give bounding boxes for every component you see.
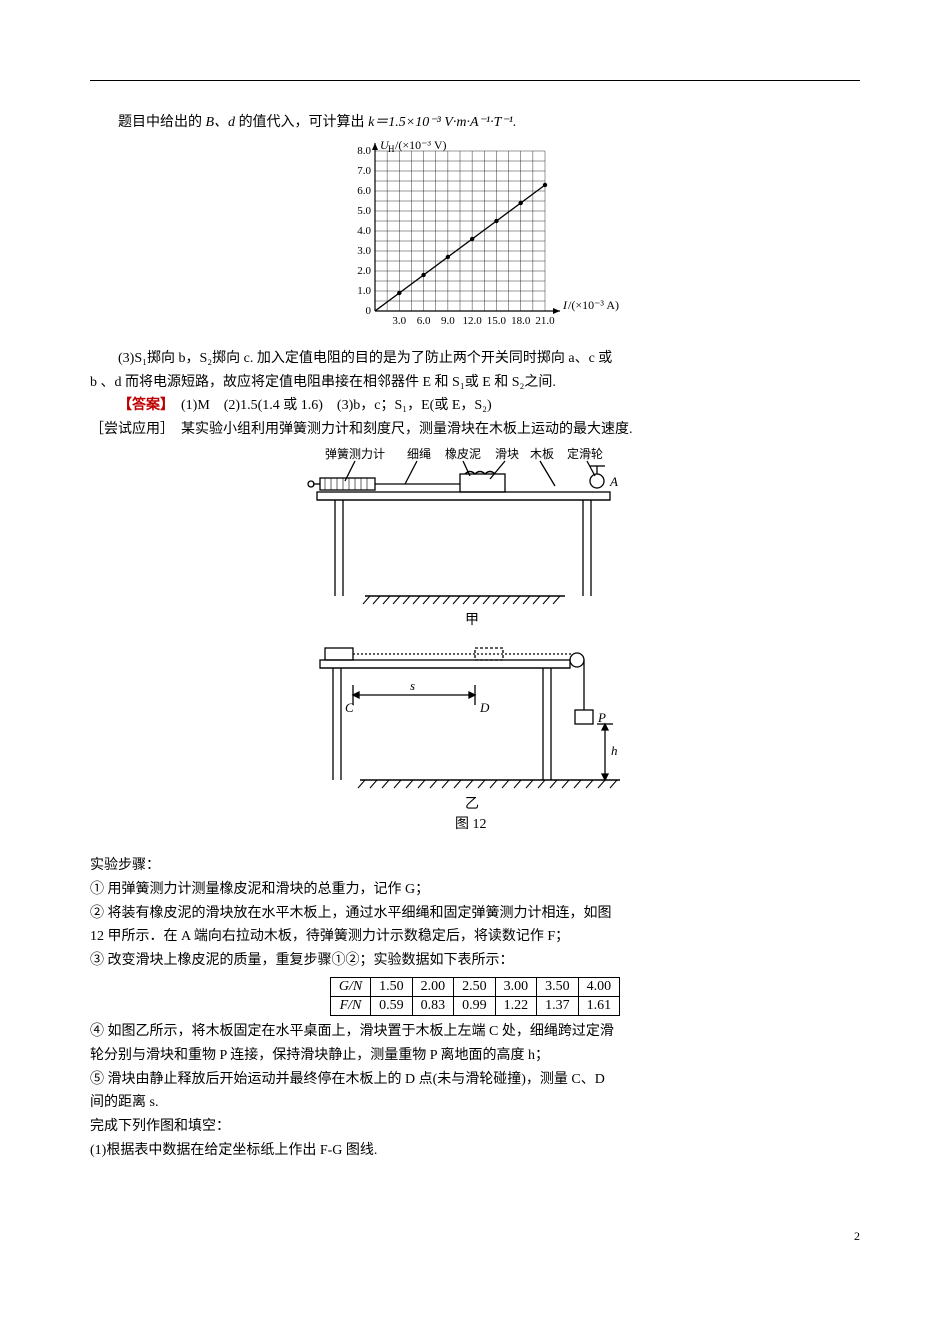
svg-text:细绳: 细绳 <box>407 447 431 461</box>
step2a: ② 将装有橡皮泥的滑块放在水平木板上，通过水平细绳和固定弹簧测力计相连，如图 <box>90 902 860 926</box>
p3l2: b 、d 而将电源短路，故应将定值电阻串接在相邻器件 E 和 S₁或 E 和 S… <box>90 371 860 395</box>
answer-body: (1)M (2)1.5(1.4 或 1.6) (3)b，c；S₁，E(或 E，S… <box>167 398 492 413</box>
svg-text:21.0: 21.0 <box>535 315 555 327</box>
svg-text:7.0: 7.0 <box>357 165 371 177</box>
svg-text:甲: 甲 <box>465 613 479 628</box>
cell: 4.00 <box>578 977 620 996</box>
cell: 3.00 <box>495 977 537 996</box>
step1: ① 用弹簧测力计测量橡皮泥和滑块的总重力，记作 G； <box>90 878 860 902</box>
svg-text:橡皮泥: 橡皮泥 <box>445 447 481 461</box>
q1: (1)根据表中数据在给定坐标纸上作出 F-G 图线. <box>90 1139 860 1163</box>
svg-text:H: H <box>388 144 395 154</box>
complete: 完成下列作图和填空： <box>90 1115 860 1139</box>
cell: 1.37 <box>537 996 579 1015</box>
svg-text:乙: 乙 <box>465 796 479 812</box>
answer: 【答案】 (1)M (2)1.5(1.4 或 1.6) (3)b，c；S₁，E(… <box>90 394 860 418</box>
answer-label: 【答案】 <box>118 398 167 413</box>
step3: ③ 改变滑块上橡皮泥的质量，重复步骤①②；实验数据如下表所示： <box>90 949 860 973</box>
svg-text:弹簧测力计: 弹簧测力计 <box>325 446 385 461</box>
svg-text:6.0: 6.0 <box>357 185 371 197</box>
svg-text:A: A <box>609 474 618 489</box>
svg-text:15.0: 15.0 <box>487 315 507 327</box>
try-line: ［尝试应用］ 某实验小组利用弹簧测力计和刻度尺，测量滑块在木板上运动的最大速度. <box>90 418 860 442</box>
step4b: 轮分别与滑块和重物 P 连接，保持滑块静止，测量重物 P 离地面的高度 h； <box>90 1044 860 1068</box>
svg-text:6.0: 6.0 <box>417 315 431 327</box>
data-table: G/N 1.50 2.00 2.50 3.00 3.50 4.00 F/N 0.… <box>330 977 620 1016</box>
page: 题目中给出的 B、d 的值代入，可计算出 k＝1.5×10⁻³ V·m·A⁻¹·… <box>0 0 950 1264</box>
svg-text:图 12: 图 12 <box>455 817 487 832</box>
top-rule <box>90 80 860 81</box>
svg-text:4.0: 4.0 <box>357 225 371 237</box>
vars: B、d <box>206 115 236 130</box>
svg-text:0: 0 <box>366 305 372 317</box>
t: 题目中给出的 <box>118 115 206 130</box>
svg-text:木板: 木板 <box>530 447 554 461</box>
table-row: F/N 0.59 0.83 0.99 1.22 1.37 1.61 <box>330 996 619 1015</box>
svg-text:8.0: 8.0 <box>357 145 371 157</box>
cell: 2.00 <box>412 977 454 996</box>
svg-text:3.0: 3.0 <box>357 245 371 257</box>
diagram-a: 弹簧测力计 细绳 橡皮泥 滑块 木板 定滑轮 <box>305 446 645 636</box>
cell: 1.50 <box>371 977 413 996</box>
intro-line: 题目中给出的 B、d 的值代入，可计算出 k＝1.5×10⁻³ V·m·A⁻¹·… <box>90 111 860 135</box>
step4a: ④ 如图乙所示，将木板固定在水平桌面上，滑块置于木板上左端 C 处，细绳跨过定滑 <box>90 1020 860 1044</box>
svg-text:9.0: 9.0 <box>441 315 455 327</box>
svg-text:/(×10⁻³ V): /(×10⁻³ V) <box>395 141 446 152</box>
svg-text:5.0: 5.0 <box>357 205 371 217</box>
svg-text:D: D <box>479 700 490 715</box>
try-body: 某实验小组利用弹簧测力计和刻度尺，测量滑块在木板上运动的最大速度. <box>167 422 633 437</box>
try-label: ［尝试应用］ <box>90 422 167 437</box>
p3l1: (3)S₁掷向 b，S₂掷向 c. 加入定值电阻的目的是为了防止两个开关同时掷向… <box>90 347 860 371</box>
k: k＝1.5×10⁻³ V·m·A⁻¹·T⁻¹. <box>368 115 516 130</box>
uh-i-chart: 0 1.0 2.0 3.0 4.0 5.0 6.0 7.0 8.0 3.0 6.… <box>325 141 625 341</box>
svg-text:2.0: 2.0 <box>357 265 371 277</box>
diagram-b: P s C D h <box>305 640 645 850</box>
cell: 1.61 <box>578 996 620 1015</box>
cell: 0.99 <box>454 996 496 1015</box>
cell: 3.50 <box>537 977 579 996</box>
cell: 0.83 <box>412 996 454 1015</box>
cell: 0.59 <box>371 996 413 1015</box>
step5b: 间的距离 s. <box>90 1091 860 1115</box>
cell: G/N <box>330 977 370 996</box>
svg-text:滑块: 滑块 <box>495 447 519 461</box>
t2: 的值代入，可计算出 <box>235 115 368 130</box>
step5a: ⑤ 滑块由静止释放后开始运动并最终停在木板上的 D 点(未与滑轮碰撞)，测量 C… <box>90 1068 860 1092</box>
svg-text:18.0: 18.0 <box>511 315 531 327</box>
cell: F/N <box>330 996 370 1015</box>
svg-text:/(×10⁻³ A): /(×10⁻³ A) <box>568 298 619 312</box>
svg-text:定滑轮: 定滑轮 <box>567 446 603 461</box>
cell: 1.22 <box>495 996 537 1015</box>
table-row: G/N 1.50 2.00 2.50 3.00 3.50 4.00 <box>330 977 619 996</box>
svg-text:P: P <box>597 710 606 725</box>
cell: 2.50 <box>454 977 496 996</box>
page-number: 2 <box>854 1229 860 1244</box>
svg-text:C: C <box>345 700 354 715</box>
svg-text:h: h <box>611 743 618 758</box>
step2b: 12 甲所示．在 A 端向右拉动木板，待弹簧测力计示数稳定后，将读数记作 F； <box>90 925 860 949</box>
steps-title: 实验步骤： <box>90 854 860 878</box>
svg-text:s: s <box>410 678 415 693</box>
svg-text:12.0: 12.0 <box>463 315 483 327</box>
svg-text:1.0: 1.0 <box>357 285 371 297</box>
svg-text:3.0: 3.0 <box>392 315 406 327</box>
